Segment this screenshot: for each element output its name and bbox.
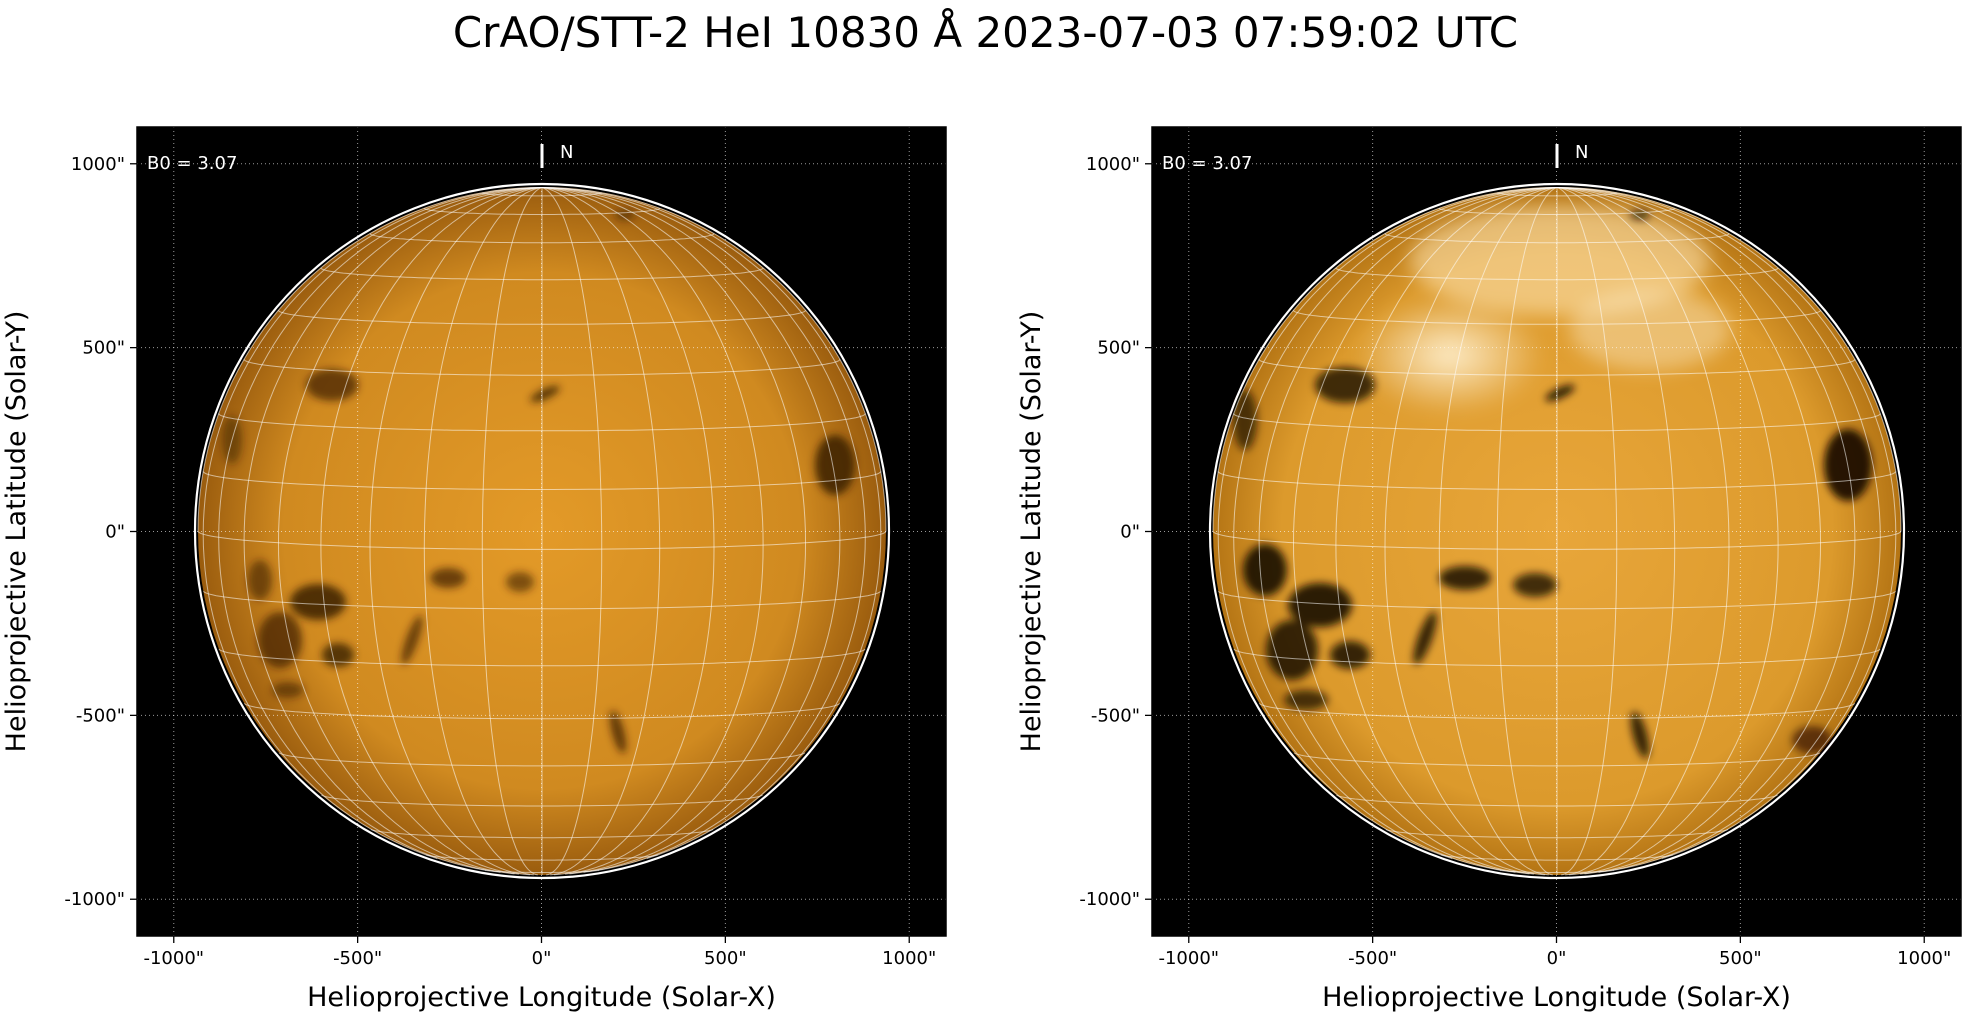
x-tick-label: -500"	[333, 948, 382, 969]
grid-line	[320, 187, 543, 875]
x-tick-label: 1000"	[1897, 948, 1951, 969]
x-tick-label: 0"	[1547, 948, 1567, 969]
dark-filaments-left	[222, 210, 855, 754]
grid-line	[1556, 187, 1822, 875]
x-axis-label: Helioprojective Longitude (Solar-X)	[1322, 982, 1791, 1013]
coordinate-grid-right	[1212, 187, 1902, 876]
y-axis-label: Helioprojective Latitude (Solar-Y)	[1, 311, 32, 753]
grid-line	[202, 187, 543, 860]
grid-line	[541, 187, 807, 875]
y-tick-label: 1000"	[71, 154, 125, 175]
grid-line	[423, 187, 543, 876]
grid-line	[1556, 187, 1856, 873]
grid-line	[541, 187, 866, 871]
grid-line	[541, 187, 715, 876]
grid-line	[243, 187, 543, 873]
x-tick-label: 500"	[704, 948, 747, 969]
grid-line	[541, 187, 764, 875]
axes-overlay: -1000" -500" 0" 500" 1000" 1000" 500" 0" -500" -1…	[1, 126, 1962, 1013]
y-tick-label: 0"	[1120, 522, 1140, 543]
grid-line	[1556, 187, 1881, 871]
grid-line	[1556, 187, 1618, 876]
grid-line	[1292, 187, 1558, 875]
y-tick-label: 1000"	[1086, 154, 1140, 175]
y-tick-label: -500"	[1091, 705, 1140, 726]
x-tick-label: 500"	[1719, 948, 1762, 969]
grid-line	[1258, 187, 1558, 873]
grid-line	[1335, 187, 1558, 875]
y-tick-label: -500"	[76, 705, 125, 726]
x-tick-label: -1000"	[1158, 948, 1219, 969]
y-tick-label: 500"	[82, 338, 125, 359]
b0-label-left: B0 = 3.07	[147, 153, 237, 174]
grid-line	[1217, 187, 1558, 860]
grid-line	[541, 187, 841, 873]
y-tick-label: 0"	[105, 522, 125, 543]
x-tick-label: 1000"	[882, 948, 936, 969]
grid-line	[1438, 187, 1558, 876]
north-label-right: N	[1575, 142, 1588, 163]
grid-line	[218, 187, 543, 871]
grid-line	[1233, 187, 1558, 871]
x-tick-label: -500"	[1348, 948, 1397, 969]
grid-line	[1556, 187, 1730, 876]
grid-line	[1556, 187, 1676, 876]
coordinate-grid-left	[197, 187, 887, 876]
grid-line	[1496, 187, 1558, 876]
x-tick-label: -1000"	[143, 948, 204, 969]
grid-line	[541, 187, 887, 532]
figure-title: CrAO/STT-2 HeI 10830 Å 2023-07-03 07:59:…	[452, 8, 1519, 57]
x-axis-label: Helioprojective Longitude (Solar-X)	[307, 982, 776, 1013]
y-axis-label: Helioprojective Latitude (Solar-Y)	[1016, 311, 1047, 753]
x-tick-label: 0"	[532, 948, 552, 969]
grid-line	[541, 187, 882, 860]
grid-line	[1384, 187, 1558, 876]
grid-line	[1556, 187, 1897, 860]
grid-line	[541, 187, 661, 876]
grid-line	[481, 187, 543, 876]
b0-label-right: B0 = 3.07	[1162, 153, 1252, 174]
grid-line	[1556, 187, 1779, 875]
grid-line	[1556, 187, 1902, 532]
y-tick-label: -1000"	[1079, 889, 1140, 910]
north-label-left: N	[560, 142, 573, 163]
y-tick-label: -1000"	[64, 889, 125, 910]
grid-line	[369, 187, 543, 876]
y-tick-label: 500"	[1097, 338, 1140, 359]
grid-line	[277, 187, 543, 875]
grid-line	[541, 187, 603, 876]
grid-line	[1212, 187, 1558, 532]
grid-line	[197, 187, 543, 532]
